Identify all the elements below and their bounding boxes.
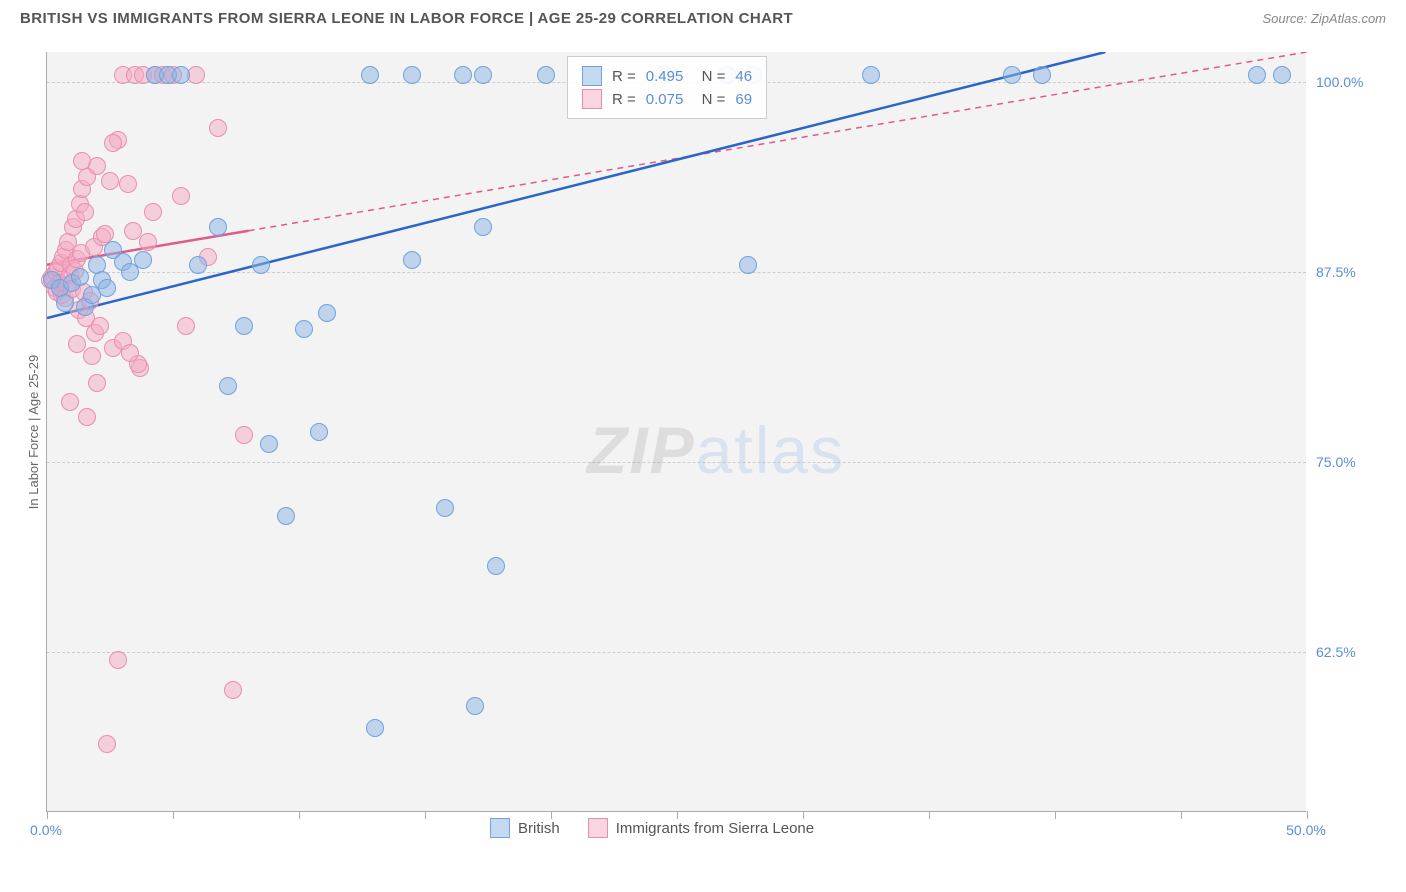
- plot-area: ZIPatlas R = 0.495 N = 46 R = 0.075 N = …: [46, 52, 1306, 812]
- xtick: [929, 811, 930, 819]
- ytick-label: 62.5%: [1316, 644, 1356, 660]
- scatter-point: [277, 507, 295, 525]
- swatch-pink-bottom: [588, 818, 608, 838]
- scatter-point: [454, 66, 472, 84]
- n-blue: 46: [735, 68, 752, 85]
- scatter-point: [104, 134, 122, 152]
- legend-item-british: British: [490, 818, 560, 838]
- scatter-point: [537, 66, 555, 84]
- legend-immigrants-label: Immigrants from Sierra Leone: [616, 820, 814, 837]
- xtick: [1181, 811, 1182, 819]
- legend-bottom: British Immigrants from Sierra Leone: [490, 818, 814, 838]
- scatter-point: [1003, 66, 1021, 84]
- scatter-point: [366, 719, 384, 737]
- page-title: BRITISH VS IMMIGRANTS FROM SIERRA LEONE …: [20, 10, 793, 27]
- scatter-point: [403, 66, 421, 84]
- scatter-point: [739, 256, 757, 274]
- scatter-point: [235, 317, 253, 335]
- scatter-point: [310, 423, 328, 441]
- scatter-point: [98, 279, 116, 297]
- scatter-point: [209, 218, 227, 236]
- xtick: [1055, 811, 1056, 819]
- scatter-point: [139, 233, 157, 251]
- swatch-blue-bottom: [490, 818, 510, 838]
- legend-stats: R = 0.495 N = 46 R = 0.075 N = 69: [567, 56, 767, 119]
- source-credit: Source: ZipAtlas.com: [1262, 11, 1386, 26]
- scatter-point: [474, 218, 492, 236]
- ytick-label: 87.5%: [1316, 264, 1356, 280]
- gridline: [47, 652, 1306, 653]
- xtick: [1307, 811, 1308, 819]
- scatter-point: [144, 203, 162, 221]
- scatter-point: [177, 317, 195, 335]
- n-pink: 69: [735, 91, 752, 108]
- scatter-point: [172, 187, 190, 205]
- ylabel: In Labor Force | Age 25-29: [26, 355, 41, 509]
- scatter-point: [172, 66, 190, 84]
- scatter-point: [1033, 66, 1051, 84]
- scatter-point: [224, 681, 242, 699]
- swatch-pink: [582, 89, 602, 109]
- scatter-point: [487, 557, 505, 575]
- scatter-point: [78, 408, 96, 426]
- scatter-point: [474, 66, 492, 84]
- scatter-point: [361, 66, 379, 84]
- r-blue: 0.495: [646, 68, 684, 85]
- scatter-point: [68, 335, 86, 353]
- scatter-point: [862, 66, 880, 84]
- ytick-label: 75.0%: [1316, 454, 1356, 470]
- scatter-point: [61, 393, 79, 411]
- xtick: [47, 811, 48, 819]
- scatter-point: [56, 294, 74, 312]
- gridline: [47, 272, 1306, 273]
- scatter-point: [252, 256, 270, 274]
- xtick-label: 50.0%: [1286, 822, 1326, 838]
- scatter-point: [71, 268, 89, 286]
- ytick-label: 100.0%: [1316, 74, 1363, 90]
- xtick: [299, 811, 300, 819]
- chart-container: ZIPatlas R = 0.495 N = 46 R = 0.075 N = …: [46, 52, 1386, 832]
- scatter-point: [73, 152, 91, 170]
- legend-british-label: British: [518, 820, 560, 837]
- scatter-point: [318, 304, 336, 322]
- scatter-point: [295, 320, 313, 338]
- scatter-point: [209, 119, 227, 137]
- scatter-point: [91, 317, 109, 335]
- gridline: [47, 462, 1306, 463]
- scatter-point: [189, 256, 207, 274]
- scatter-point: [101, 172, 119, 190]
- scatter-point: [76, 203, 94, 221]
- scatter-point: [260, 435, 278, 453]
- scatter-point: [98, 735, 116, 753]
- r-pink: 0.075: [646, 91, 684, 108]
- scatter-point: [109, 651, 127, 669]
- legend-item-immigrants: Immigrants from Sierra Leone: [588, 818, 814, 838]
- xtick: [173, 811, 174, 819]
- xtick: [425, 811, 426, 819]
- legend-row-blue: R = 0.495 N = 46: [582, 66, 752, 86]
- scatter-point: [403, 251, 421, 269]
- scatter-point: [436, 499, 454, 517]
- legend-row-pink: R = 0.075 N = 69: [582, 89, 752, 109]
- scatter-point: [88, 374, 106, 392]
- scatter-point: [219, 377, 237, 395]
- xtick-label: 0.0%: [30, 822, 62, 838]
- scatter-point: [121, 344, 139, 362]
- scatter-point: [83, 347, 101, 365]
- scatter-point: [134, 251, 152, 269]
- scatter-point: [1248, 66, 1266, 84]
- swatch-blue: [582, 66, 602, 86]
- scatter-point: [119, 175, 137, 193]
- scatter-point: [466, 697, 484, 715]
- scatter-point: [235, 426, 253, 444]
- scatter-point: [1273, 66, 1291, 84]
